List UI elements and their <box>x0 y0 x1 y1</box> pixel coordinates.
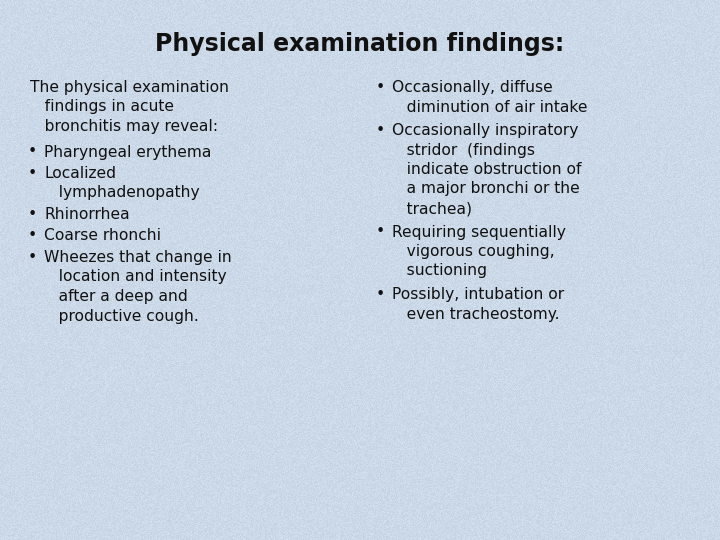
Text: trachea): trachea) <box>392 201 472 216</box>
Text: •: • <box>28 250 37 265</box>
Text: after a deep and: after a deep and <box>44 289 188 304</box>
Text: •: • <box>376 80 385 95</box>
Text: location and intensity: location and intensity <box>44 269 227 285</box>
Text: lymphadenopathy: lymphadenopathy <box>44 186 199 200</box>
Text: •: • <box>28 166 37 181</box>
Text: Possibly, intubation or: Possibly, intubation or <box>392 287 564 302</box>
Text: stridor  (findings: stridor (findings <box>392 143 535 158</box>
Text: diminution of air intake: diminution of air intake <box>392 99 588 114</box>
Text: •: • <box>376 287 385 302</box>
Text: •: • <box>28 207 37 222</box>
Text: productive cough.: productive cough. <box>44 308 199 323</box>
Text: Pharyngeal erythema: Pharyngeal erythema <box>44 145 212 159</box>
Text: •: • <box>376 225 385 240</box>
Text: bronchitis may reveal:: bronchitis may reveal: <box>30 119 218 134</box>
Text: Occasionally, diffuse: Occasionally, diffuse <box>392 80 553 95</box>
Text: Coarse rhonchi: Coarse rhonchi <box>44 228 161 244</box>
Text: Localized: Localized <box>44 166 116 181</box>
Text: findings in acute: findings in acute <box>30 99 174 114</box>
Text: Wheezes that change in: Wheezes that change in <box>44 250 232 265</box>
Text: a major bronchi or the: a major bronchi or the <box>392 181 580 197</box>
Text: Occasionally inspiratory: Occasionally inspiratory <box>392 123 578 138</box>
Text: indicate obstruction of: indicate obstruction of <box>392 162 582 177</box>
Text: •: • <box>28 228 37 244</box>
Text: •: • <box>28 145 37 159</box>
Text: suctioning: suctioning <box>392 264 487 279</box>
Text: •: • <box>376 123 385 138</box>
Text: Rhinorrhea: Rhinorrhea <box>44 207 130 222</box>
Text: The physical examination: The physical examination <box>30 80 229 95</box>
Text: even tracheostomy.: even tracheostomy. <box>392 307 559 321</box>
Text: Requiring sequentially: Requiring sequentially <box>392 225 566 240</box>
Text: vigorous coughing,: vigorous coughing, <box>392 244 554 259</box>
Text: Physical examination findings:: Physical examination findings: <box>156 32 564 56</box>
